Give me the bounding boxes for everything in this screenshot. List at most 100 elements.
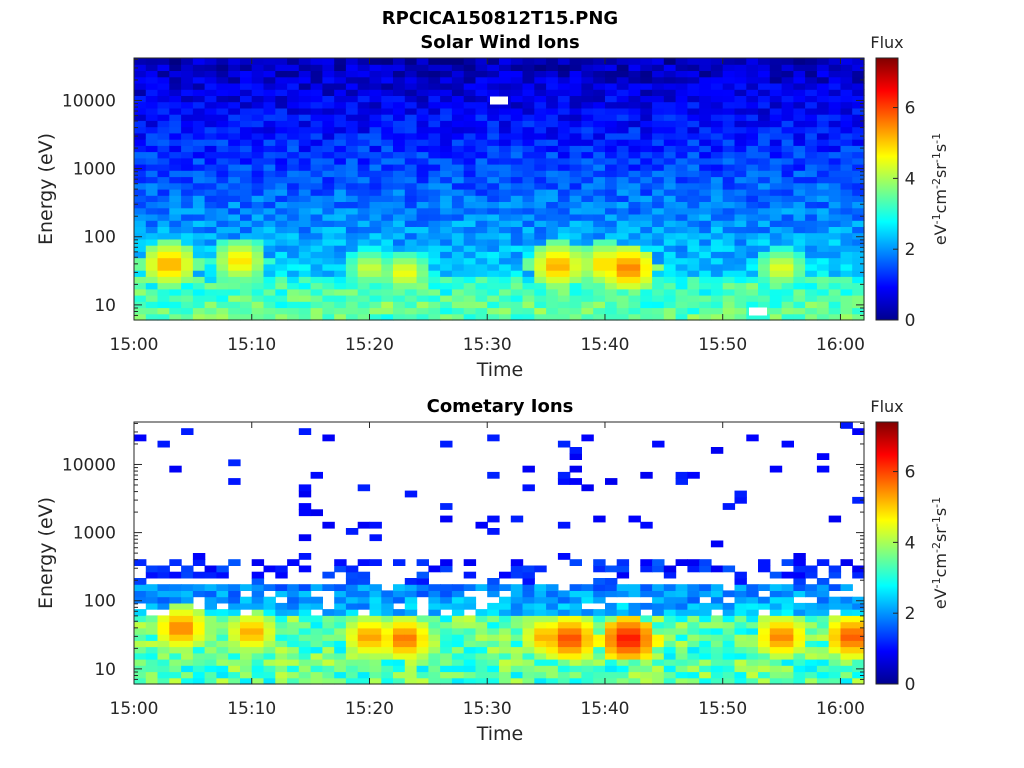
heatmap-cell [746,170,759,178]
heatmap-cell [275,120,288,128]
heatmap-cell [652,609,665,616]
heatmap-cell [663,652,677,660]
heatmap-cell [840,132,853,140]
heatmap-cell [416,251,429,259]
heatmap-cell [557,101,571,109]
heatmap-cell [805,195,818,202]
heatmap-cell [581,89,594,96]
heatmap-cell [381,114,394,121]
heatmap-cell [416,640,429,648]
heatmap-cell [852,120,865,128]
heatmap-cell [805,571,818,579]
heatmap-cell [169,151,182,159]
heatmap-cell [793,176,806,184]
heatmap-cell [793,553,806,560]
heatmap-cell [369,214,382,221]
heatmap-cell [522,276,535,284]
heatmap-cell [451,157,465,165]
heatmap-cell [334,671,347,679]
heatmap-cell [557,677,571,685]
heatmap-cell [781,596,794,604]
heatmap-cell [251,609,265,616]
heatmap-cell [534,609,547,616]
colorbar-tick-label: 4 [905,533,916,553]
heatmap-cell [216,301,229,309]
heatmap-cell [440,157,453,165]
heatmap-cell [793,232,806,240]
heatmap-cell [699,251,712,259]
heatmap-cell [816,238,830,246]
heatmap-cell [805,214,818,221]
heatmap-cell [605,114,618,121]
heatmap-cell [157,659,170,666]
heatmap-cell [381,189,394,196]
heatmap-cell [357,157,371,165]
heatmap-cell [569,646,582,654]
heatmap-cell [216,257,229,265]
heatmap-cell [369,251,382,259]
heatmap-cell [322,671,335,679]
heatmap-cell [734,157,747,165]
heatmap-cell [322,307,335,315]
heatmap-cell [345,634,359,641]
heatmap-cell [722,288,736,296]
heatmap-cell [663,58,677,65]
heatmap-cell [687,621,700,629]
heatmap-cell [451,145,465,153]
heatmap-cell [216,565,229,573]
heatmap-cell [840,646,853,654]
heatmap-cell [581,120,594,128]
heatmap-cell [593,263,606,271]
heatmap-cell [852,621,865,629]
heatmap-cell [487,471,500,479]
heatmap-cell [793,157,806,165]
heatmap-cell [475,665,488,673]
heatmap-cell [616,571,630,579]
heatmap-cell [816,270,830,277]
heatmap-cell [616,226,630,234]
heatmap-cell [793,207,806,215]
heatmap-cell [192,609,206,616]
heatmap-cell [169,659,182,666]
heatmap-cell [499,263,512,271]
heatmap-cell [699,207,712,215]
heatmap-cell [310,270,323,277]
heatmap-cell [393,83,406,90]
heatmap-cell [145,95,159,103]
heatmap-cell [428,232,441,240]
heatmap-cell [404,214,418,221]
heatmap-cell [381,590,394,598]
heatmap-cell [428,170,441,178]
heatmap-cell [805,58,818,65]
heatmap-cell [357,95,371,103]
heatmap-cell [722,282,736,290]
heatmap-cell [522,646,535,654]
heatmap-cell [793,590,806,598]
heatmap-cell [310,226,323,234]
heatmap-cell [381,182,394,190]
heatmap-cell [605,659,618,666]
heatmap-cell [357,288,371,296]
heatmap-cell [240,659,253,666]
heatmap-cell [169,232,182,240]
heatmap-cell [275,263,288,271]
heatmap-cell [734,207,747,215]
heatmap-cell [546,659,559,666]
heatmap-cell [204,139,217,146]
heatmap-cell [475,288,488,296]
heatmap-cell [734,496,747,504]
heatmap-cell [769,201,783,209]
heatmap-cell [475,282,488,290]
heatmap-cell [310,89,323,96]
heatmap-cell [616,257,630,265]
heatmap-cell [451,76,465,84]
heatmap-cell [769,95,783,103]
heatmap-cell [204,58,217,65]
heatmap-cell [440,596,453,604]
heatmap-cell [440,270,453,277]
heatmap-cell [369,646,382,654]
heatmap-cell [404,139,418,146]
heatmap-cell [781,89,794,96]
heatmap-cell [157,596,170,604]
heatmap-cell [687,584,700,591]
